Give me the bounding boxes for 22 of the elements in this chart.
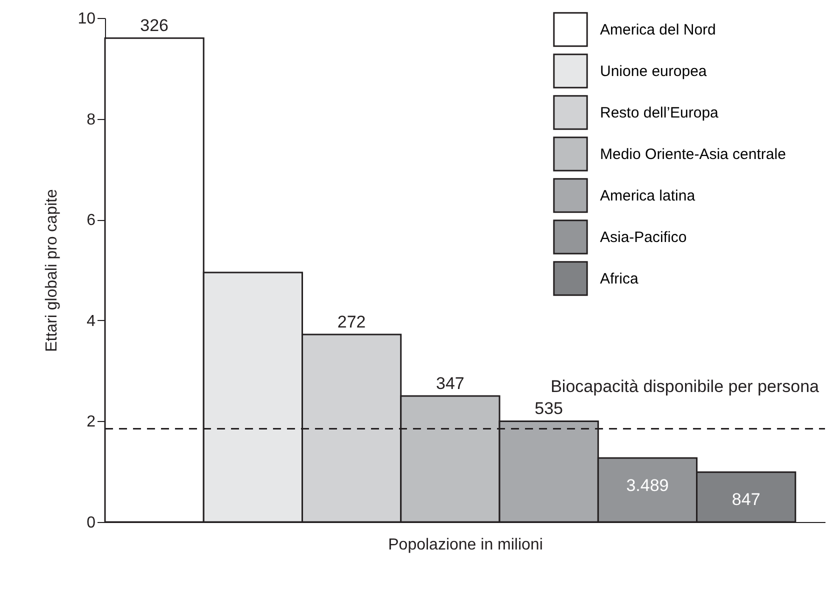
y-tick-label: 8 (86, 111, 96, 128)
y-tick-label: 10 (78, 10, 96, 28)
annotation: 535 (534, 399, 564, 418)
annotation: 326 (140, 16, 169, 36)
legend-label: Resto dell’Europa (600, 104, 720, 122)
annotation: 847 (732, 490, 760, 510)
legend-label: America del Nord (600, 22, 716, 38)
y-tick-label: 4 (86, 312, 96, 330)
legend-label: Asia-Pacifico (600, 229, 687, 246)
annotation: 347 (436, 374, 464, 393)
legend-label: Africa (600, 270, 639, 288)
y-tick-label: 6 (86, 212, 96, 230)
ref-line-label: Biocapacità disponibile per persona (550, 376, 820, 396)
annotation: 272 (337, 312, 366, 332)
legend-label: America latina (600, 188, 696, 204)
y-tick-label: 0 (86, 514, 96, 532)
x-axis-title: Popolazione in milioni (388, 536, 543, 554)
y-tick-label: 2 (86, 414, 96, 431)
y-axis-title: Ettari globali pro capite (44, 189, 61, 352)
annotation: 3.489 (626, 476, 669, 495)
legend-label: Medio Oriente-Asia centrale (600, 146, 786, 163)
legend-label: Unione europea (600, 63, 708, 80)
